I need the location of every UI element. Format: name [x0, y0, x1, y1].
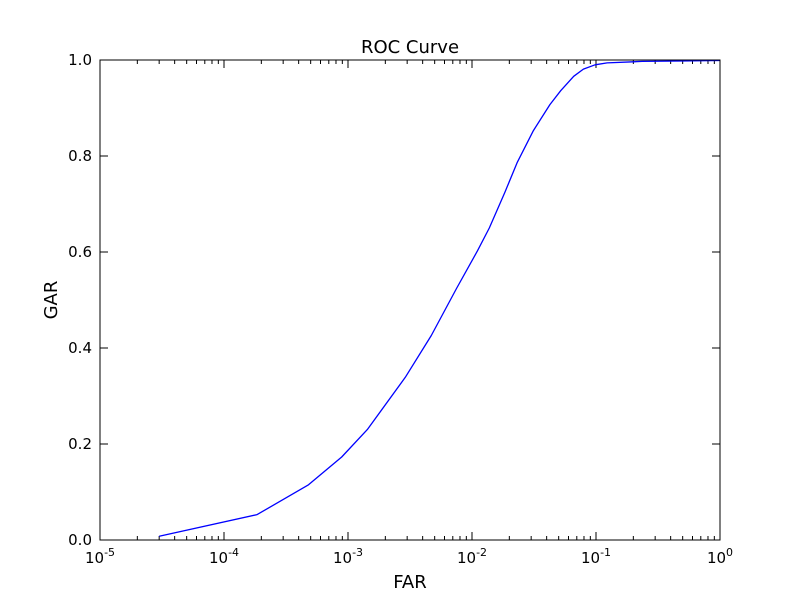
x-tick-label: 10-2: [457, 546, 487, 567]
x-tick-label: 10-1: [581, 546, 611, 567]
y-tick-label: 0.6: [68, 243, 92, 261]
plot-area: 10-5 10-4 10-3 10-2 10-1 100 0.0 0.2 0.4 0.6 0.8 1.…: [68, 51, 733, 567]
x-tick-label: 100: [707, 546, 733, 567]
chart-title: ROC Curve: [361, 37, 459, 58]
y-tick-label: 0.8: [68, 147, 92, 165]
y-tick-label: 1.0: [68, 51, 92, 69]
x-axis-label: FAR: [393, 572, 427, 593]
roc-curve-line: [159, 59, 721, 537]
y-tick-label: 0.0: [68, 531, 92, 549]
y-axis-label: GAR: [41, 281, 62, 320]
y-tick-label: 0.4: [68, 339, 92, 357]
x-tick-label: 10-3: [333, 546, 363, 567]
y-tick-label: 0.2: [68, 435, 92, 453]
x-tick-label: 10-5: [85, 546, 115, 567]
x-tick-label: 10-4: [209, 546, 239, 567]
plot-frame: [99, 59, 721, 541]
